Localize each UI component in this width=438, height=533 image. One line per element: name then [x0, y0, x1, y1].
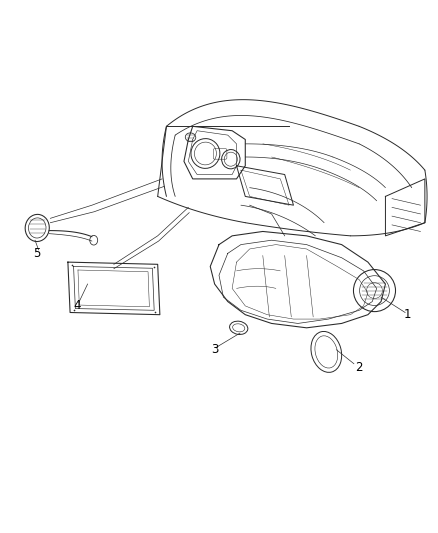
- Text: 1: 1: [403, 308, 411, 321]
- Text: 5: 5: [34, 247, 41, 260]
- Text: 2: 2: [355, 361, 363, 374]
- Text: 4: 4: [73, 300, 81, 312]
- Text: 3: 3: [211, 343, 218, 356]
